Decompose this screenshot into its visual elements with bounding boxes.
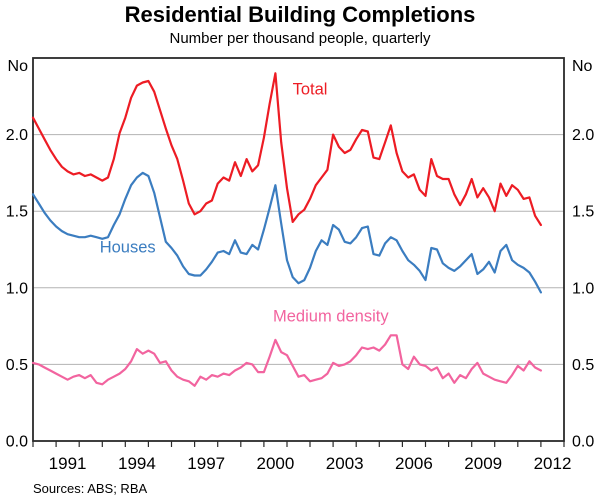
x-tick-label: 2012 <box>534 454 572 473</box>
x-tick-label: 1991 <box>49 454 87 473</box>
chart-subtitle: Number per thousand people, quarterly <box>169 30 431 47</box>
series-label-houses: Houses <box>100 238 156 256</box>
series-label-medium-density: Medium density <box>273 307 389 325</box>
y-tick-label-left: 2.0 <box>6 127 28 144</box>
x-tick-label: 2000 <box>256 454 294 473</box>
sources-note: Sources: ABS; RBA <box>33 481 148 496</box>
y-tick-label-right: 0.0 <box>572 434 594 451</box>
series-line-medium-density <box>31 334 543 387</box>
series-line-houses <box>31 171 543 294</box>
y-tick-label-right: 1.0 <box>572 280 594 297</box>
x-tick-label: 2003 <box>326 454 364 473</box>
y-tick-label-left: 0.5 <box>6 357 28 374</box>
y-axis-unit-right: No <box>572 58 593 75</box>
y-axis-unit-left: No <box>8 58 29 75</box>
y-tick-label-right: 2.0 <box>572 127 594 144</box>
series-line-total <box>31 72 543 227</box>
x-tick-label: 1997 <box>187 454 225 473</box>
plot-frame <box>32 57 565 442</box>
series-label-total: Total <box>293 81 328 99</box>
x-tick-label: 2009 <box>464 454 502 473</box>
y-tick-label-right: 1.5 <box>572 204 594 221</box>
y-tick-label-left: 1.5 <box>6 204 28 221</box>
x-tick-label: 2006 <box>395 454 433 473</box>
y-tick-label-left: 0.0 <box>6 434 28 451</box>
x-tick-label: 1994 <box>118 454 156 473</box>
y-tick-label-left: 1.0 <box>6 280 28 297</box>
chart-title: Residential Building Completions <box>124 2 476 27</box>
y-tick-label-right: 0.5 <box>572 357 594 374</box>
